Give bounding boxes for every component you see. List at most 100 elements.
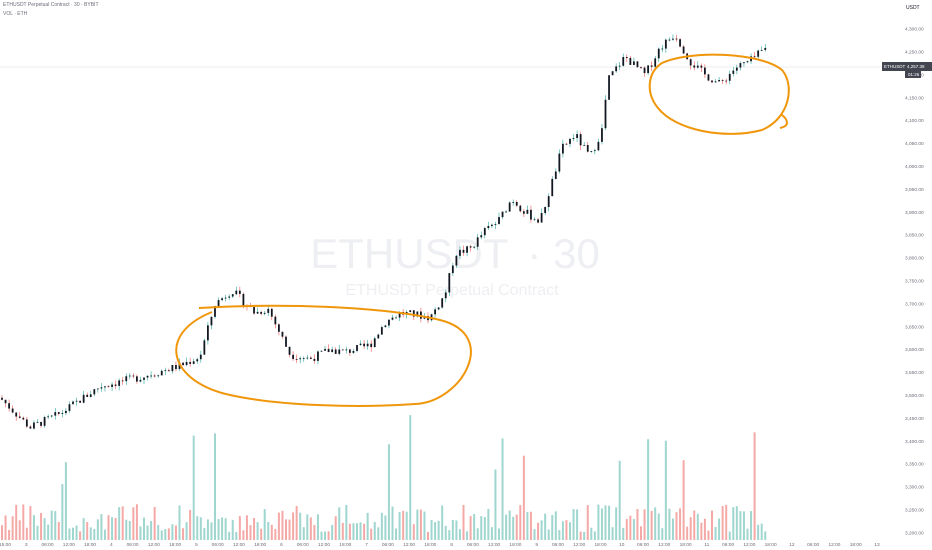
candle-body <box>1 397 3 400</box>
volume-bar <box>210 522 213 540</box>
volume-bar <box>554 511 557 540</box>
candle-body <box>8 403 10 409</box>
volume-bar <box>64 462 67 540</box>
time-tick-label: 06:00 <box>467 542 479 548</box>
time-tick-label: 4 <box>110 542 113 548</box>
time-tick-label: 06:00 <box>722 542 734 548</box>
candle-body <box>114 384 117 386</box>
volume-bar <box>79 531 82 540</box>
volume-bar <box>476 528 479 540</box>
candle-body <box>466 246 468 253</box>
candle-body <box>370 343 373 348</box>
candle-body <box>721 79 724 81</box>
candle-body <box>764 47 767 50</box>
candle-body <box>203 340 206 355</box>
volume-bar <box>416 509 419 540</box>
candle-body <box>643 67 646 74</box>
volume-bar <box>608 505 611 540</box>
volume-bar <box>150 520 153 540</box>
volume-bar <box>586 505 589 540</box>
time-tick-label: 12:00 <box>233 542 245 548</box>
annotation-ellipse-lower[interactable] <box>175 304 472 407</box>
candle-body <box>711 80 713 83</box>
candle-body <box>263 312 266 314</box>
candle-body <box>675 38 678 40</box>
candle-body <box>295 358 298 360</box>
volume-bar <box>739 511 742 540</box>
candle-body <box>395 317 397 319</box>
candle-body <box>65 410 67 414</box>
volume-bar <box>338 507 341 540</box>
volume-bar <box>483 516 486 540</box>
candle-body <box>54 412 57 416</box>
volume-bar <box>622 527 625 540</box>
candle-body <box>448 273 451 293</box>
volume-bar <box>299 512 302 540</box>
volume-bar <box>182 528 185 540</box>
time-tick-label: 06:00 <box>42 542 54 548</box>
price-tick-label: 4,150.00 <box>905 95 924 101</box>
volume-bar <box>387 444 390 540</box>
candle-body <box>380 327 383 335</box>
candle-body <box>650 65 653 67</box>
volume-bar <box>469 516 472 540</box>
candle-body <box>242 293 245 306</box>
candle-body <box>501 211 504 218</box>
time-tick-label: 6 <box>280 542 283 548</box>
candle-body <box>522 211 525 214</box>
candle-body <box>278 324 280 332</box>
volume-bar <box>714 526 717 540</box>
volume-bar <box>402 510 405 540</box>
candle-body <box>707 74 710 81</box>
candle-body <box>569 138 571 144</box>
volume-bar <box>132 507 135 540</box>
annotation-ellipse-upper[interactable] <box>648 53 790 135</box>
candle-body <box>217 300 220 307</box>
candle-body <box>22 417 25 420</box>
candle-body <box>590 151 593 152</box>
candle-body <box>757 50 760 57</box>
time-tick-label: 15:00 <box>0 542 11 548</box>
candle-body <box>274 316 277 325</box>
candle-body <box>760 49 763 51</box>
volume-bar <box>331 524 334 540</box>
volume-bar <box>409 415 412 540</box>
candle-body <box>689 59 692 66</box>
candle-body <box>725 80 728 82</box>
time-tick-label: 06:00 <box>127 542 139 548</box>
price-tick-label: 4,100.00 <box>905 118 924 124</box>
price-tick-label: 3,300.00 <box>905 485 924 491</box>
volume-bar <box>529 511 532 540</box>
watermark: ETHUSDT · 30 ETHUSDT Perpetual Contract <box>310 230 600 299</box>
price-tick-label: 3,650.00 <box>905 324 924 330</box>
time-tick-label: 18:00 <box>84 542 96 548</box>
candle-body <box>554 171 557 179</box>
candle-body <box>43 417 46 426</box>
currency-label: USDT <box>906 5 920 11</box>
candle-body <box>82 394 85 403</box>
volume-bar <box>490 527 493 540</box>
volume-bar <box>238 516 241 540</box>
candle-body <box>18 416 21 418</box>
candle-body <box>96 388 99 390</box>
candle-body <box>182 362 184 366</box>
candle-body <box>451 265 454 274</box>
volume-bar <box>306 514 309 540</box>
candle-body <box>434 309 436 315</box>
volume-bar <box>341 522 344 540</box>
volume-bar <box>245 515 248 540</box>
volume-bar <box>167 528 170 540</box>
candle-body <box>515 201 518 206</box>
volume-bar <box>593 531 596 540</box>
time-tick-label: 18:00 <box>254 542 266 548</box>
candle-body <box>366 343 369 347</box>
volume-bar <box>253 518 256 540</box>
volume-bar <box>324 531 327 540</box>
volume-bar <box>434 522 437 540</box>
volume-bar <box>135 504 138 540</box>
time-axis[interactable]: 15:00 3 06:00 12:00 18:00 4 06:00 12:00 18:00 5 06… <box>0 542 880 548</box>
volume-bar <box>661 528 664 540</box>
volume-bar <box>760 523 763 540</box>
candle-body <box>11 408 14 413</box>
